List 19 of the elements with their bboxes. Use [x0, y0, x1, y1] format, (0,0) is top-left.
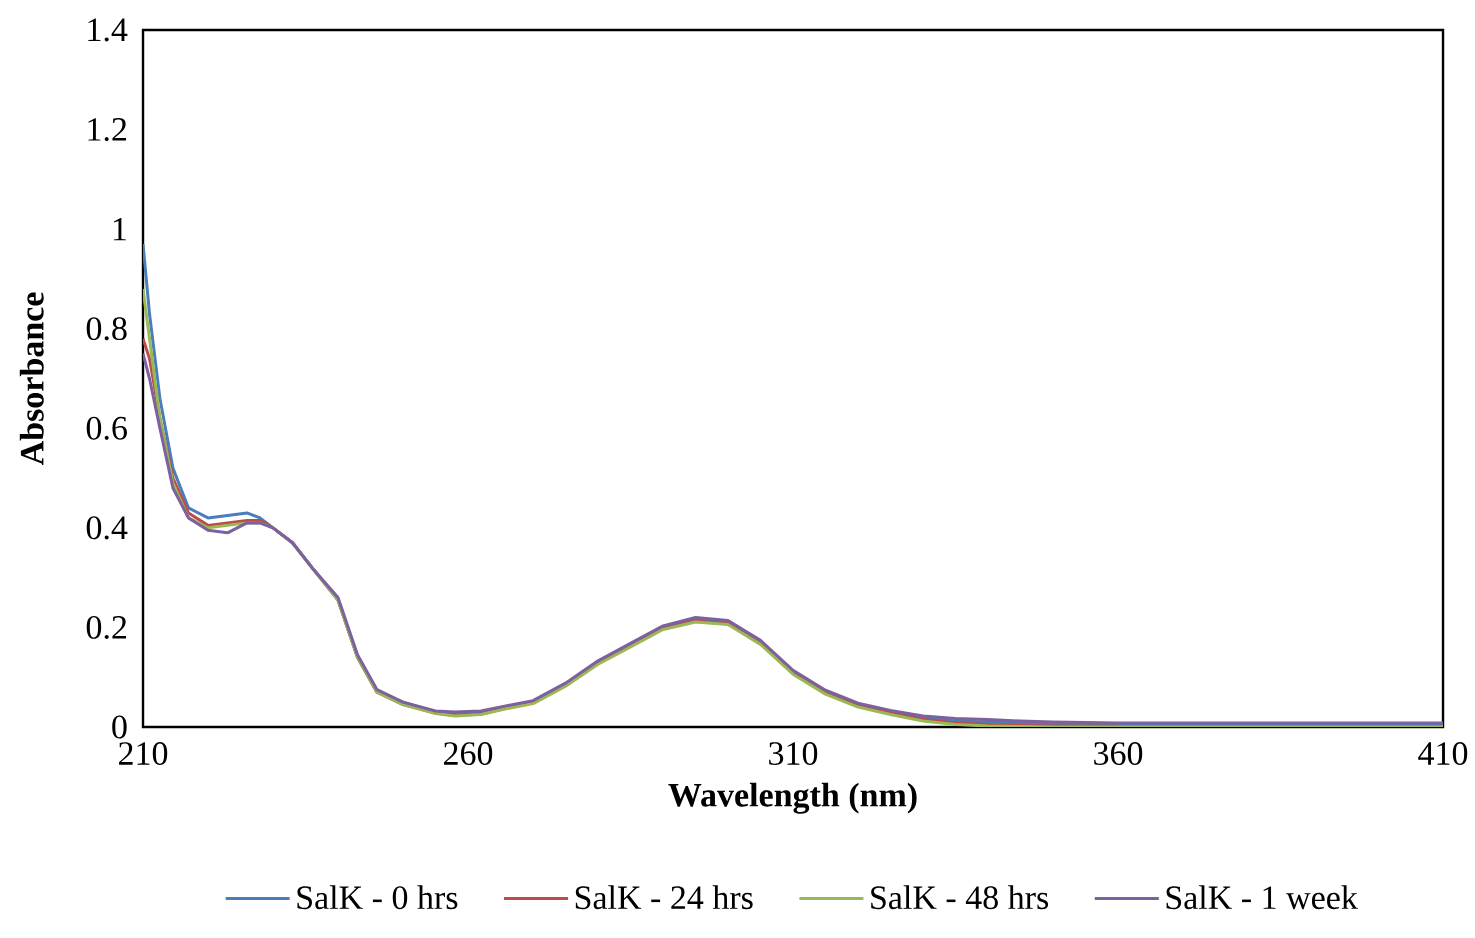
y-tick-label: 0.2 — [86, 615, 127, 639]
legend-label: SalK - 1 week — [1166, 885, 1358, 910]
x-tick-label: 360 — [1094, 742, 1143, 766]
y-tick-label: 1.4 — [88, 18, 128, 42]
x-tick-label: 260 — [444, 742, 493, 766]
y-tick-label: 0 — [112, 715, 127, 739]
legend-label: SalK - 0 hrs — [297, 885, 458, 910]
x-axis-title: Wavelength (nm) — [668, 782, 917, 814]
legend-label: SalK - 48 hrs — [871, 885, 1049, 910]
x-tick-label: 310 — [769, 742, 818, 766]
legend-label: SalK - 24 hrs — [575, 885, 753, 910]
y-tick-label: 1.2 — [88, 118, 127, 142]
x-tick-label: 210 — [119, 742, 168, 766]
y-axis-title: Absorbance — [19, 292, 44, 466]
y-tick-label: 1 — [113, 217, 126, 241]
y-tick-label: 0.8 — [86, 317, 127, 341]
y-tick-label: 0.4 — [86, 516, 128, 540]
y-tick-label: 0.6 — [86, 416, 127, 440]
x-tick-label: 410 — [1418, 742, 1468, 766]
